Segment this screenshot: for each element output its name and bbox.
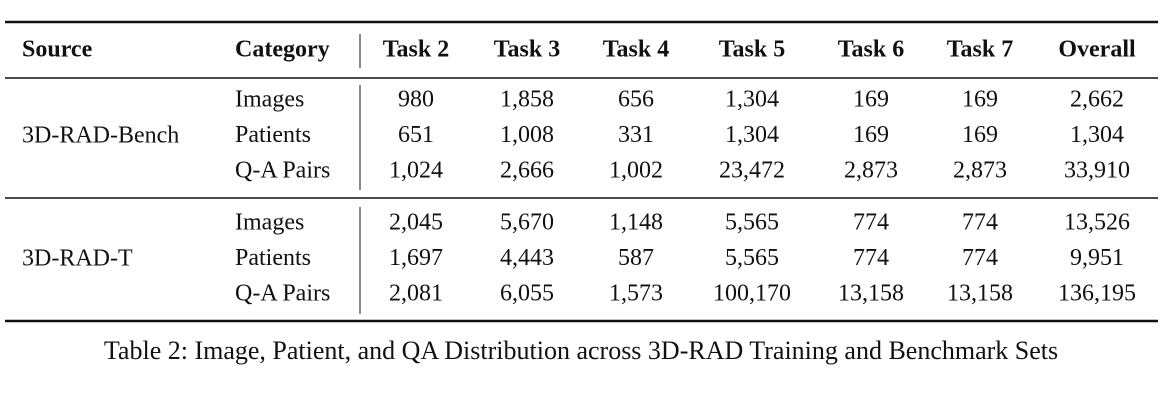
value-cell: 1,304	[725, 122, 779, 148]
value-cell: 1,008	[500, 122, 554, 148]
value-cell: 23,472	[719, 158, 785, 184]
value-cell: 2,081	[389, 281, 443, 307]
category-cell: Images	[235, 87, 304, 113]
value-cell: 651	[398, 122, 434, 148]
value-cell: 1,002	[609, 158, 663, 184]
value-cell: 980	[398, 87, 434, 113]
header-cell: Category	[235, 37, 330, 63]
value-cell: 774	[853, 210, 889, 236]
value-cell: 2,666	[500, 158, 554, 184]
value-cell: 5,565	[725, 210, 779, 236]
category-cell: Q-A Pairs	[235, 281, 330, 307]
value-cell: 136,195	[1058, 281, 1136, 307]
header-cell: Source	[22, 37, 93, 63]
value-cell: 13,158	[838, 281, 904, 307]
header-cell: Task 3	[494, 37, 561, 63]
value-cell: 5,670	[500, 210, 554, 236]
value-cell: 9,951	[1070, 245, 1124, 271]
value-cell: 4,443	[500, 245, 554, 271]
value-cell: 169	[962, 87, 998, 113]
header-cell: Task 6	[838, 37, 905, 63]
value-cell: 5,565	[725, 245, 779, 271]
header-cell: Overall	[1058, 37, 1136, 63]
source-cell: 3D-RAD-Bench	[22, 123, 179, 149]
value-cell: 6,055	[500, 281, 554, 307]
category-cell: Q-A Pairs	[235, 158, 330, 184]
value-cell: 2,873	[953, 158, 1007, 184]
value-cell: 1,858	[500, 87, 554, 113]
value-cell: 1,148	[609, 210, 663, 236]
caption: Table 2: Image, Patient, and QA Distribu…	[104, 336, 1058, 365]
value-cell: 13,158	[947, 281, 1013, 307]
value-cell: 2,045	[389, 210, 443, 236]
header-cell: Task 2	[383, 37, 450, 63]
value-cell: 774	[853, 245, 889, 271]
value-cell: 13,526	[1064, 210, 1130, 236]
value-cell: 2,662	[1070, 87, 1124, 113]
header-cell: Task 4	[603, 37, 670, 63]
header-cell: Task 5	[719, 37, 786, 63]
value-cell: 33,910	[1064, 158, 1130, 184]
value-cell: 2,873	[844, 158, 898, 184]
category-cell: Images	[235, 210, 304, 236]
value-cell: 1,024	[389, 158, 443, 184]
category-cell: Patients	[235, 245, 311, 271]
value-cell: 1,304	[725, 87, 779, 113]
value-cell: 1,573	[609, 281, 663, 307]
category-cell: Patients	[235, 122, 311, 148]
value-cell: 1,697	[389, 245, 443, 271]
value-cell: 587	[618, 245, 654, 271]
value-cell: 1,304	[1070, 122, 1124, 148]
value-cell: 331	[618, 122, 654, 148]
value-cell: 169	[853, 122, 889, 148]
value-cell: 100,170	[713, 281, 791, 307]
source-cell: 3D-RAD-T	[22, 246, 133, 272]
value-cell: 774	[962, 210, 998, 236]
value-cell: 169	[853, 87, 889, 113]
value-cell: 169	[962, 122, 998, 148]
value-cell: 774	[962, 245, 998, 271]
header-cell: Task 7	[947, 37, 1014, 63]
value-cell: 656	[618, 87, 654, 113]
